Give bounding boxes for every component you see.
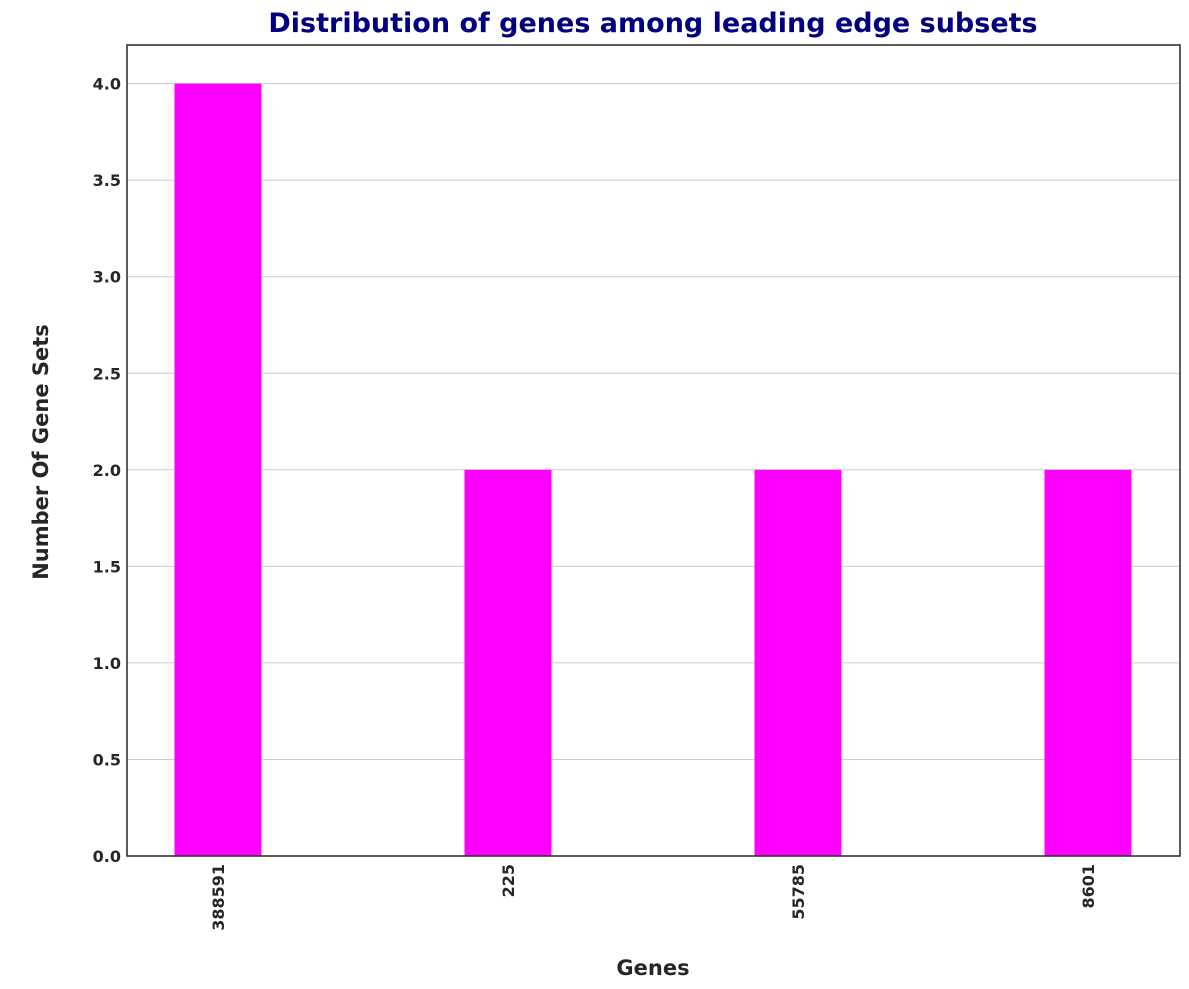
y-tick-label: 3.5 — [93, 171, 121, 190]
x-tick-label: 225 — [499, 864, 518, 897]
bars — [174, 83, 1132, 857]
bar-8601 — [1044, 469, 1132, 856]
y-tick-label: 0.0 — [93, 847, 121, 866]
gridlines — [127, 83, 1180, 857]
x-tick-labels: 388591 225 55785 8601 — [209, 864, 1098, 931]
x-axis-label: Genes — [616, 956, 689, 980]
y-tick-label: 0.5 — [93, 750, 121, 769]
chart-title: Distribution of genes among leading edge… — [268, 8, 1037, 39]
y-tick-label: 1.5 — [93, 557, 121, 576]
y-tick-label: 1.0 — [93, 654, 121, 673]
x-tick-label: 8601 — [1079, 864, 1098, 909]
bar-55785 — [754, 469, 842, 856]
bar-225 — [464, 469, 552, 856]
plot-frame — [126, 44, 1181, 857]
x-tick-label: 55785 — [789, 864, 808, 920]
y-tick-label: 3.0 — [93, 268, 121, 287]
y-axis-label: Number Of Gene Sets — [29, 324, 53, 580]
x-tick-label: 388591 — [209, 864, 228, 931]
y-tick-label: 2.5 — [93, 364, 121, 383]
y-tick-labels: 0.0 0.5 1.0 1.5 2.0 2.5 3.0 3.5 4.0 — [93, 75, 121, 866]
y-tick-label: 4.0 — [93, 75, 121, 94]
y-tick-label: 2.0 — [93, 461, 121, 480]
bar-388591 — [174, 83, 262, 857]
